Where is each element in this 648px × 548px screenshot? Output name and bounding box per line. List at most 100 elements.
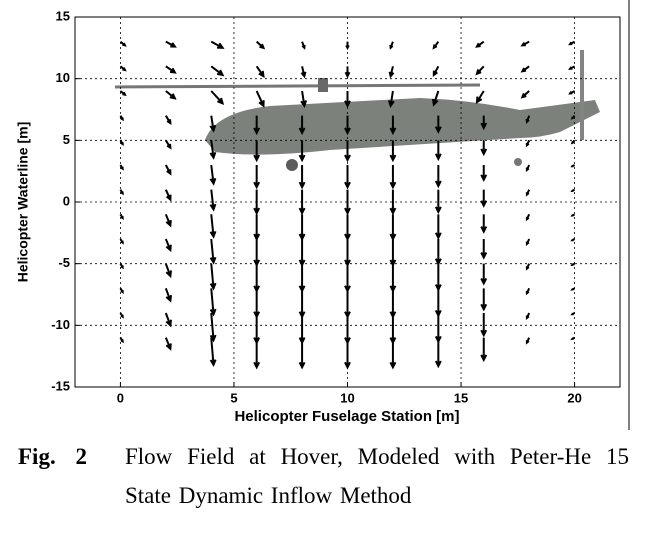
arrow xyxy=(119,164,124,171)
arrow xyxy=(164,139,172,150)
arrow xyxy=(119,238,124,245)
arrow xyxy=(253,115,261,136)
arrow xyxy=(434,165,442,189)
arrow xyxy=(209,312,217,343)
chart: Helicopter Fuselage Station [m] Helicopt… xyxy=(15,0,630,430)
arrow xyxy=(119,337,124,344)
arrow xyxy=(525,337,531,345)
arrow xyxy=(119,287,124,294)
arrow xyxy=(164,312,172,328)
arrow xyxy=(434,288,442,318)
arrow xyxy=(520,40,530,47)
arrow xyxy=(480,214,488,234)
arrow xyxy=(344,165,351,190)
x-tick-label: 10 xyxy=(340,390,354,405)
arrow xyxy=(434,189,442,215)
arrow xyxy=(119,90,127,97)
arrow xyxy=(344,189,351,216)
arrow xyxy=(389,263,397,294)
arrow xyxy=(570,114,576,120)
arrow xyxy=(298,214,306,242)
arrow xyxy=(475,90,485,105)
arrow xyxy=(164,238,172,253)
arrow xyxy=(209,189,217,212)
arrow xyxy=(253,288,261,319)
arrow xyxy=(253,189,261,216)
arrow xyxy=(164,263,172,279)
arrow xyxy=(253,337,261,370)
arrow xyxy=(432,65,440,77)
arrow xyxy=(209,288,217,317)
arrow xyxy=(570,188,576,192)
arrow xyxy=(119,115,124,122)
arrow xyxy=(525,213,531,222)
arrow xyxy=(570,336,576,340)
x-tick-label: 5 xyxy=(230,390,237,405)
arrow xyxy=(255,40,266,50)
arrow xyxy=(253,239,261,268)
arrow xyxy=(164,189,172,202)
arrow xyxy=(480,337,488,363)
arrow xyxy=(570,312,576,316)
arrow xyxy=(432,90,440,107)
arrow xyxy=(255,90,265,108)
arrow xyxy=(568,65,576,70)
arrow xyxy=(344,214,351,242)
arrow xyxy=(520,65,530,73)
arrow xyxy=(389,165,397,190)
arrow xyxy=(570,213,576,217)
arrow xyxy=(389,337,397,370)
arrow xyxy=(164,337,172,351)
arrow xyxy=(570,262,576,266)
arrow xyxy=(298,165,306,190)
plot-frame xyxy=(74,16,621,388)
caption-text: Flow Field at Hover, Modeled with Peter-… xyxy=(125,444,629,508)
arrow xyxy=(253,165,261,190)
arrow xyxy=(298,115,306,136)
arrow xyxy=(119,312,124,319)
arrow xyxy=(119,65,127,72)
arrow xyxy=(119,189,124,196)
arrow xyxy=(210,40,225,49)
arrow xyxy=(298,239,306,268)
arrow xyxy=(480,165,488,183)
arrow xyxy=(165,90,177,100)
arrow xyxy=(389,41,394,50)
arrow xyxy=(298,337,306,370)
arrow xyxy=(525,164,531,172)
arrow xyxy=(434,214,442,241)
arrow xyxy=(209,214,217,239)
arrow xyxy=(389,189,397,216)
arrow xyxy=(209,115,217,133)
arrow xyxy=(344,91,351,109)
y-tick-label: 5 xyxy=(63,132,70,147)
arrow xyxy=(164,287,172,303)
arrow xyxy=(210,90,225,105)
arrow xyxy=(434,239,442,266)
arrow xyxy=(344,239,351,268)
x-tick-label: 20 xyxy=(567,390,581,405)
arrow xyxy=(480,140,488,157)
arrow xyxy=(525,139,531,148)
arrow xyxy=(253,214,261,242)
arrow xyxy=(570,287,576,291)
arrow xyxy=(570,164,576,168)
arrow xyxy=(570,238,576,242)
arrow xyxy=(434,140,442,162)
arrow xyxy=(389,239,397,268)
arrow xyxy=(480,189,488,208)
arrow xyxy=(298,288,306,319)
arrow xyxy=(253,263,261,294)
arrow xyxy=(300,90,308,109)
y-axis-label: Helicopter Waterline [m] xyxy=(15,122,31,283)
arrow xyxy=(389,140,397,163)
arrow xyxy=(209,140,217,160)
arrow xyxy=(119,213,124,220)
arrow xyxy=(298,263,306,294)
arrow xyxy=(480,239,488,260)
x-tick-label: 0 xyxy=(117,390,124,405)
arrow xyxy=(210,65,225,77)
arrow xyxy=(389,288,397,319)
arrow xyxy=(432,41,440,50)
y-tick-label: -10 xyxy=(51,317,70,332)
